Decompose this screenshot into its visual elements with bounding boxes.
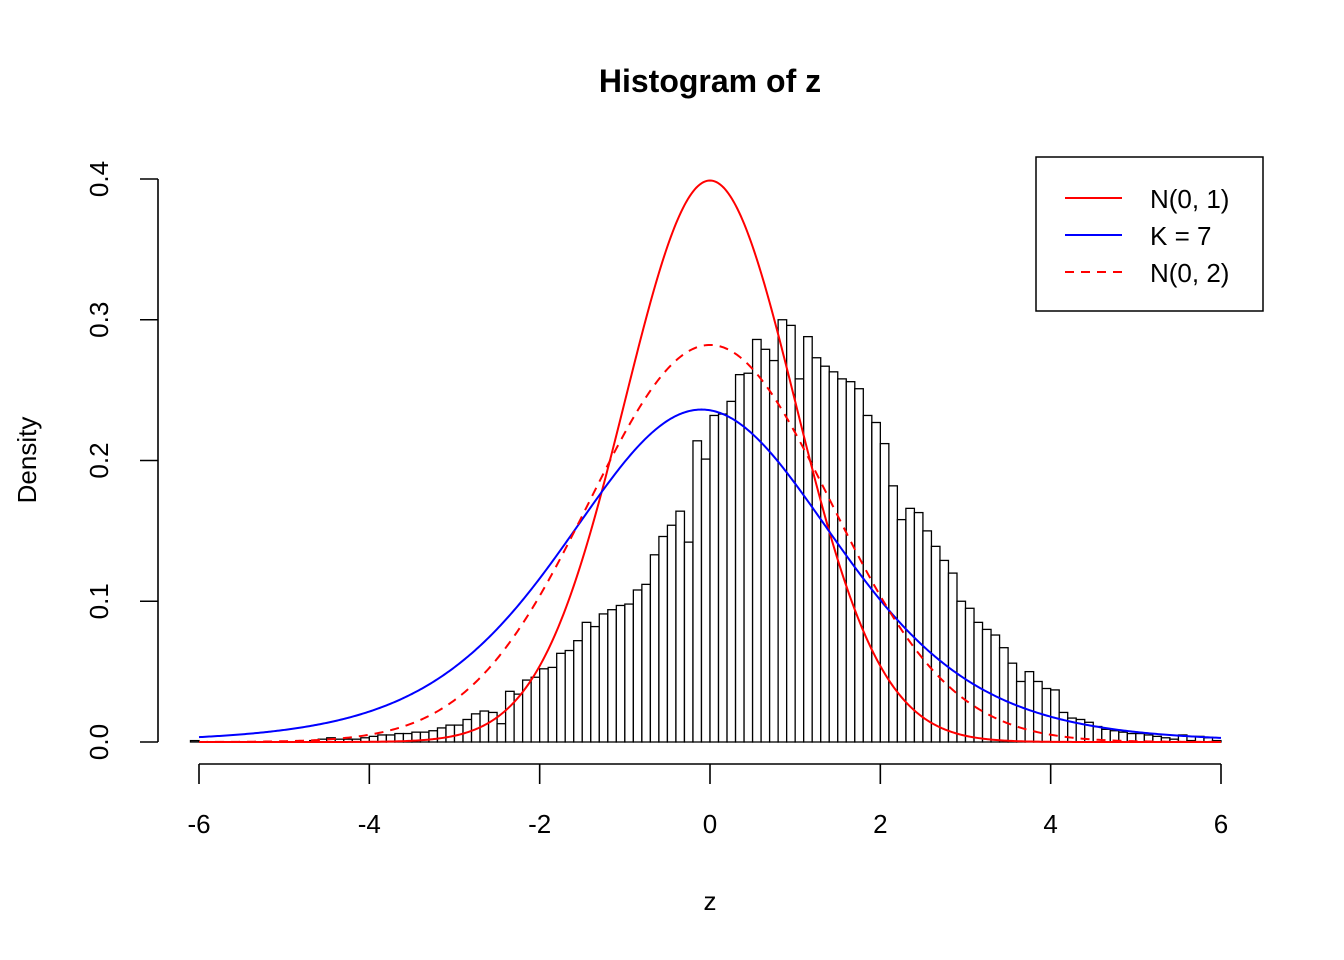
y-tick-label: 0.2 (84, 442, 114, 478)
histogram-bar (990, 634, 1001, 743)
histogram-bar (189, 739, 200, 743)
histogram-bar (445, 724, 456, 743)
x-axis-ticks: -6 -4 -2 0 2 4 6 (187, 764, 1228, 839)
histogram-bar (879, 442, 890, 743)
histogram-bar (930, 545, 941, 743)
histogram-bar (641, 583, 652, 743)
histogram-bar (803, 335, 813, 743)
histogram-bar (436, 727, 447, 743)
x-tick-label: 6 (1214, 809, 1228, 839)
histogram-bar (913, 511, 924, 743)
histogram-bar (547, 666, 558, 743)
y-tick-label: 0.4 (84, 161, 114, 197)
y-axis-label: Density (12, 417, 42, 504)
histogram-bar (632, 589, 643, 743)
histogram-bar (964, 607, 975, 743)
histogram-bar (939, 559, 950, 743)
chart-title: Histogram of z (599, 63, 821, 99)
histogram-bar (624, 603, 635, 743)
histogram-bar (871, 421, 881, 743)
histogram-bar (590, 625, 600, 743)
histogram-bar (973, 621, 984, 743)
histogram-bar (598, 613, 609, 743)
histogram-bar (649, 554, 660, 743)
density-curves (198, 179, 1222, 743)
histogram-bar (675, 510, 686, 743)
histogram-bar (539, 668, 549, 743)
histogram-bar (956, 600, 967, 743)
histogram-bar (947, 572, 958, 743)
histogram-bar (504, 690, 515, 743)
histogram-bar (1024, 670, 1035, 743)
histogram-bar (487, 711, 498, 743)
histogram-bar (658, 535, 669, 743)
curve-n01 (199, 179, 1221, 743)
histogram-bar (922, 530, 933, 743)
histogram-bar (573, 640, 583, 743)
histogram-bar (1015, 680, 1026, 743)
histogram-bar (981, 628, 992, 743)
histogram-bar (726, 400, 737, 743)
y-tick-label: 0.0 (84, 724, 114, 760)
legend-label-n01: N(0, 1) (1150, 184, 1229, 214)
histogram-bar (751, 338, 762, 743)
x-tick-label: 0 (703, 809, 717, 839)
histogram-bar (709, 414, 720, 743)
histogram-bars (189, 319, 1222, 743)
x-axis-label: z (704, 886, 717, 916)
histogram-bar (837, 378, 847, 743)
y-axis-ticks: 0.0 0.1 0.2 0.3 0.4 (84, 161, 158, 760)
legend-label-k7: K = 7 (1150, 221, 1211, 251)
histogram-bar (666, 524, 677, 743)
x-tick-label: 4 (1043, 809, 1057, 839)
histogram-bar (777, 319, 788, 743)
histogram-bar (811, 357, 822, 743)
histogram-bar (683, 541, 694, 743)
curve-n02 (199, 343, 1221, 743)
histogram-bar (998, 647, 1009, 743)
histogram-bar (717, 413, 728, 743)
x-tick-label: -2 (528, 809, 551, 839)
curve-k7 (198, 408, 1222, 739)
y-tick-label: 0.3 (84, 302, 114, 338)
histogram-bar (854, 388, 864, 743)
histogram-bar (564, 649, 575, 743)
y-tick-label: 0.1 (84, 583, 114, 619)
x-tick-label: -4 (358, 809, 381, 839)
histogram-bar (607, 609, 617, 743)
x-tick-label: 2 (873, 809, 887, 839)
x-tick-label: -6 (187, 809, 210, 839)
legend-label-n02: N(0, 2) (1150, 258, 1229, 288)
histogram-bar (496, 723, 507, 743)
histogram-bar (760, 348, 771, 743)
histogram-bar (692, 440, 703, 743)
legend: N(0, 1) K = 7 N(0, 2) (1035, 156, 1264, 312)
histogram-bar (768, 359, 779, 743)
histogram-bar (734, 373, 745, 743)
histogram-bar (615, 604, 626, 743)
histogram-bar (700, 458, 711, 743)
histogram-bar (530, 676, 541, 743)
histogram-bar (581, 621, 592, 743)
histogram-bar (820, 365, 830, 743)
histogram-bar (556, 652, 566, 743)
